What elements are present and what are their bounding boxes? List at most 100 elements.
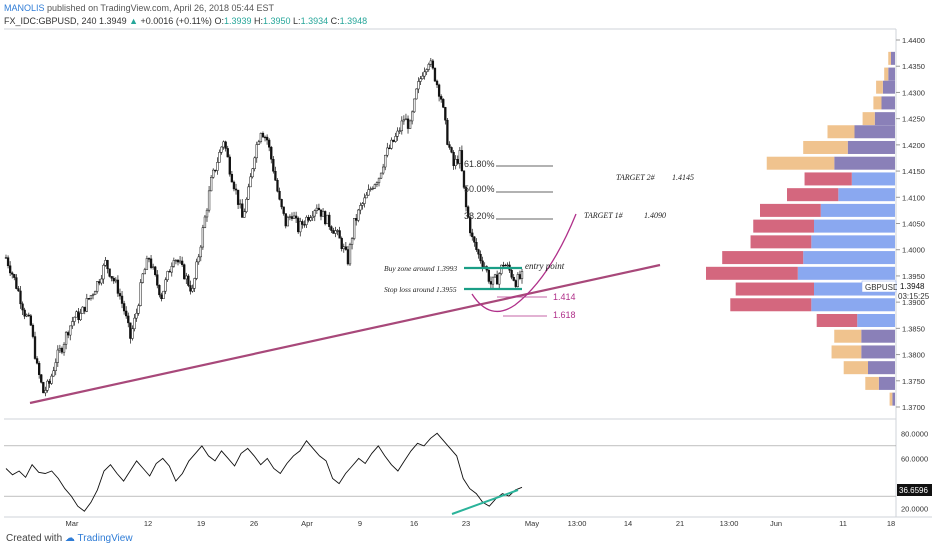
open-value: 1.3939 [223, 16, 252, 26]
candle-down [276, 180, 279, 192]
candle-up [386, 147, 389, 156]
candle-up [114, 279, 117, 282]
candle-up [367, 189, 370, 196]
candle-up [427, 64, 430, 70]
candle-up [375, 182, 379, 185]
price-tick-label: 1.3700 [902, 403, 925, 412]
candle-down [6, 257, 10, 267]
volume-profile-up-bar [857, 313, 895, 327]
rsi-tick-label: 20.0000 [901, 505, 928, 514]
candle-down [180, 260, 184, 265]
volume-profile-up-bar [854, 125, 895, 139]
price-chart[interactable]: 1.4400 1.4350 1.4300 1.4250 1.4200 1.4150 1.41… [0, 0, 932, 528]
price-axis[interactable]: 1.4400 1.4350 1.4300 1.4250 1.4200 1.4150 1.41… [896, 36, 925, 412]
candle-up [309, 217, 312, 221]
candle-up [102, 265, 105, 280]
candle-down [214, 169, 217, 172]
candle-down [462, 170, 466, 188]
ext-1414-label: 1.414 [553, 292, 576, 302]
candle-up [64, 332, 68, 345]
time-tick-label: Mar [66, 519, 79, 528]
close-label: C: [330, 16, 340, 26]
volume-profile-up-bar [851, 172, 895, 186]
candle-up [411, 111, 414, 122]
candle-up [243, 211, 246, 218]
candle-down [241, 203, 244, 218]
candle-down [301, 221, 304, 225]
candle-down [33, 336, 37, 359]
candle-down [42, 382, 45, 394]
candle-up [400, 120, 403, 132]
candle-up [500, 264, 503, 274]
candle-down [98, 281, 101, 284]
symbol-label: FX_IDC:GBPUSD, 240 [4, 16, 97, 26]
candle-up [321, 211, 325, 217]
candle-down [15, 277, 18, 289]
candle-up [104, 260, 107, 266]
volume-profile-up-bar [847, 140, 895, 154]
candle-up [458, 150, 461, 164]
price-badge-symbol: GBPUSD [865, 283, 899, 292]
candle-down [270, 146, 273, 160]
author-link[interactable]: MANOLIS [4, 3, 45, 13]
tradingview-brand[interactable]: TradingView [77, 533, 133, 544]
candle-down [154, 266, 157, 275]
candle-up [91, 294, 95, 296]
candle-up [195, 261, 198, 279]
candle-down [77, 311, 80, 321]
candle-down [38, 362, 41, 375]
candle-down [27, 314, 30, 317]
candle-down [460, 150, 464, 172]
candle-down [440, 96, 443, 100]
time-axis[interactable]: Mar 12 19 26 Apr 9 16 23 May 13:00 14 21 13:00 Jun 11 1… [66, 519, 896, 528]
candle-up [384, 154, 387, 168]
price-tick-label: 1.3900 [902, 298, 925, 307]
candle-down [224, 141, 227, 149]
candle-up [259, 132, 263, 142]
candle-down [332, 230, 335, 234]
volume-profile-up-bar [834, 156, 895, 170]
candle-up [359, 205, 362, 211]
candle-down [226, 148, 229, 158]
candle-down [236, 189, 240, 205]
candle-up [137, 305, 140, 314]
candle-down [477, 249, 480, 255]
candle-down [303, 224, 306, 226]
time-tick-label: 14 [624, 519, 632, 528]
candle-down [272, 158, 275, 172]
fib-382-label: 38.20% [464, 211, 495, 221]
candle-down [466, 206, 470, 218]
candle-down [489, 281, 493, 285]
candle-up [205, 209, 209, 218]
candle-down [125, 310, 128, 317]
open-label: O: [214, 16, 224, 26]
volume-profile-up-bar [882, 80, 895, 94]
candle-up [25, 314, 28, 317]
volume-profile-down-bar [706, 266, 798, 280]
candle-up [336, 230, 339, 232]
volume-profile-down-bar [722, 251, 804, 265]
candle-down [502, 264, 505, 267]
bar-countdown: 03:15:25 [898, 292, 930, 301]
candle-up [151, 266, 155, 268]
candle-down [514, 280, 517, 287]
drawings[interactable] [29, 165, 661, 405]
rsi-tick-label: 60.0000 [901, 454, 928, 463]
candle-down [340, 237, 343, 249]
price-tick-label: 1.3800 [902, 351, 925, 360]
volume-profile-up-bar [892, 392, 895, 406]
candle-down [35, 358, 39, 364]
candle-down [481, 260, 484, 267]
candle-down [388, 147, 391, 149]
volume-profile-down-bar [803, 140, 848, 154]
candle-up [288, 216, 292, 218]
candle-down [156, 274, 159, 286]
candle-up [239, 203, 242, 205]
candle-down [446, 119, 449, 145]
stop-loss-label: Stop loss around 1.3955 [384, 285, 457, 294]
time-tick-label: 18 [887, 519, 895, 528]
candle-down [317, 207, 321, 211]
candle-down [21, 303, 24, 311]
candle-down [29, 315, 33, 326]
candle-up [311, 215, 314, 218]
